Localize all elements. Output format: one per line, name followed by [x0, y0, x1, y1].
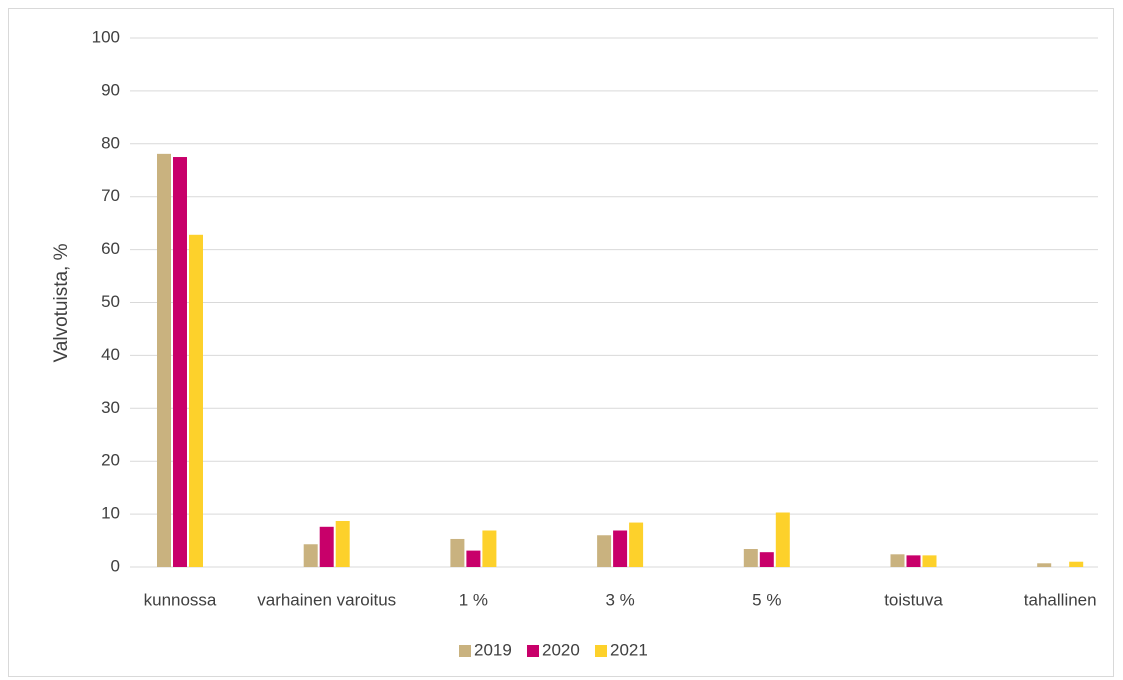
y-tick-label: 100 [92, 27, 120, 46]
x-tick-label: 3 % [605, 590, 634, 609]
bar [482, 530, 497, 567]
bar [890, 554, 905, 567]
y-tick-label: 20 [101, 451, 120, 470]
bar [157, 153, 171, 567]
x-tick-label: toistuva [884, 590, 943, 609]
legend-swatch [527, 645, 539, 657]
bar [319, 526, 334, 567]
bar [613, 530, 628, 567]
legend-label: 2021 [610, 640, 648, 659]
y-tick-label: 90 [101, 80, 120, 99]
bar [743, 549, 758, 567]
x-tick-label: tahallinen [1024, 590, 1097, 609]
y-tick-label: 10 [101, 504, 120, 523]
y-tick-label: 60 [101, 239, 120, 258]
y-tick-label: 50 [101, 292, 120, 311]
bar [303, 544, 318, 567]
y-tick-label: 30 [101, 398, 120, 417]
bar [759, 552, 774, 567]
y-axis-label: Valvotuista, % [51, 243, 72, 362]
x-tick-label: varhainen varoitus [257, 590, 396, 609]
y-tick-label: 40 [101, 345, 120, 364]
legend-label: 2020 [542, 640, 580, 659]
bar [629, 522, 644, 567]
bar [335, 520, 350, 567]
bar [1069, 561, 1084, 567]
bar [597, 535, 612, 567]
bar [922, 555, 937, 567]
bar [775, 512, 790, 567]
legend-label: 2019 [474, 640, 512, 659]
x-tick-label: 5 % [752, 590, 781, 609]
bar [466, 550, 481, 567]
y-tick-label: 80 [101, 133, 120, 152]
bar [906, 555, 921, 567]
x-tick-label: kunnossa [144, 590, 217, 609]
bar [450, 538, 465, 567]
bar [189, 234, 203, 567]
bar [1037, 563, 1052, 567]
y-tick-label: 70 [101, 186, 120, 205]
legend-swatch [595, 645, 607, 657]
y-tick-label: 0 [111, 556, 120, 575]
x-tick-label: 1 % [459, 590, 488, 609]
bar [173, 157, 187, 567]
chart-border [8, 8, 1114, 677]
legend-swatch [459, 645, 471, 657]
